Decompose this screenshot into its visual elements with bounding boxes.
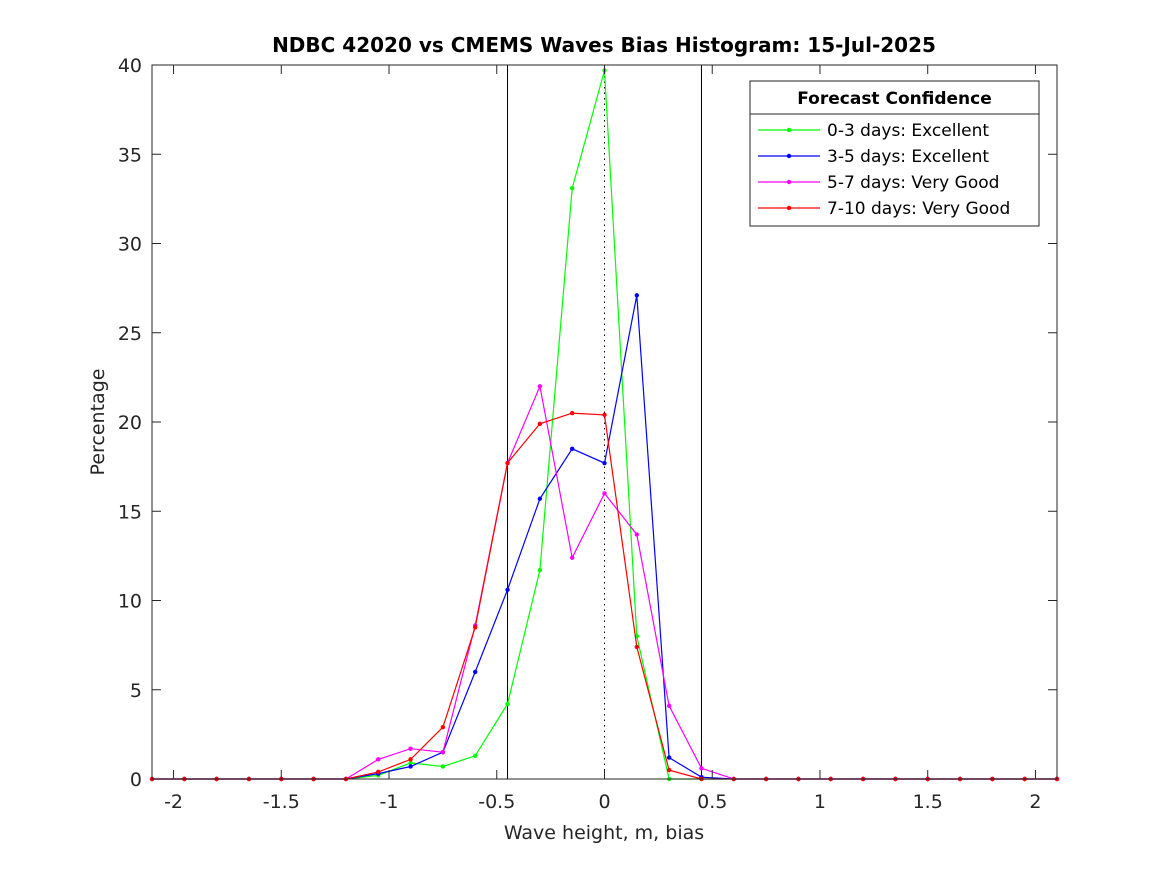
x-tick-label: -2 xyxy=(164,791,183,813)
data-point xyxy=(666,767,672,773)
y-tick-label: 35 xyxy=(118,144,142,166)
data-point xyxy=(505,701,510,707)
data-point xyxy=(569,185,575,191)
data-point xyxy=(634,644,640,650)
data-point xyxy=(569,555,575,560)
data-point xyxy=(537,384,543,389)
legend-entry-1: 3-5 days: Excellent xyxy=(758,147,989,167)
legend-label: 0-3 days: Excellent xyxy=(827,121,989,141)
x-tick-label: -0.5 xyxy=(478,791,515,813)
data-point xyxy=(666,703,672,709)
data-point xyxy=(376,769,381,775)
data-point xyxy=(408,746,413,751)
data-point xyxy=(440,750,446,755)
data-point xyxy=(569,446,575,451)
legend-swatch-marker xyxy=(786,205,792,211)
x-axis: -2 -1.5 -1 -0.5 0 0.5 1 1.5 2 xyxy=(164,65,1041,813)
x-tick-label: 1 xyxy=(814,791,826,813)
x-tick-label: 0.5 xyxy=(697,791,727,813)
x-tick-label: -1.5 xyxy=(263,791,300,813)
y-tick-label: 15 xyxy=(118,501,142,523)
legend-entry-2: 5-7 days: Very Good xyxy=(758,173,999,193)
legend: Forecast Confidence 0-3 days: Excellent 3… xyxy=(749,80,1040,227)
y-axis-label: Percentage xyxy=(87,369,109,476)
data-point xyxy=(602,460,607,466)
x-tick-label: 0 xyxy=(598,791,610,813)
data-point xyxy=(408,757,413,762)
data-point xyxy=(440,725,446,730)
legend-label: 3-5 days: Excellent xyxy=(827,147,989,167)
legend-swatch-marker xyxy=(786,153,792,159)
data-point xyxy=(408,764,413,769)
legend-entries: 0-3 days: Excellent 3-5 days: Excellent 5-… xyxy=(758,121,1010,219)
data-point xyxy=(699,766,704,771)
data-point xyxy=(408,760,413,766)
y-tick-label: 20 xyxy=(118,412,142,434)
x-tick-label: -1 xyxy=(380,791,399,813)
data-point xyxy=(537,496,543,501)
reference-lines xyxy=(507,65,702,779)
data-point xyxy=(602,412,607,418)
x-axis-label: Wave height, m, bias xyxy=(504,822,704,844)
y-tick-label: 10 xyxy=(118,591,142,613)
data-point xyxy=(537,567,543,573)
y-tick-label: 25 xyxy=(118,323,142,345)
data-point xyxy=(634,293,640,298)
legend-entry-3: 7-10 days: Very Good xyxy=(758,199,1010,219)
data-point xyxy=(376,757,381,762)
x-tick-label: 1.5 xyxy=(913,791,943,813)
data-point xyxy=(473,669,478,675)
data-point xyxy=(440,764,446,769)
data-point xyxy=(634,532,640,537)
chart-title: NDBC 42020 vs CMEMS Waves Bias Histogram… xyxy=(272,33,936,57)
data-point xyxy=(569,410,575,416)
y-tick-label: 5 xyxy=(130,680,142,702)
data-point xyxy=(666,755,672,760)
data-point xyxy=(473,625,478,630)
data-point xyxy=(602,491,607,496)
y-tick-label: 0 xyxy=(130,769,142,791)
data-point xyxy=(505,587,510,592)
y-axis: 0 5 10 15 20 25 30 35 40 xyxy=(118,55,1057,791)
y-tick-label: 40 xyxy=(118,55,142,77)
legend-label: 7-10 days: Very Good xyxy=(827,199,1010,219)
data-point xyxy=(505,460,510,466)
legend-label: 5-7 days: Very Good xyxy=(827,173,999,193)
legend-swatch-marker xyxy=(786,127,792,133)
legend-entry-0: 0-3 days: Excellent xyxy=(758,121,989,141)
data-point xyxy=(537,421,543,426)
legend-title: Forecast Confidence xyxy=(797,89,992,109)
data-point xyxy=(473,753,478,758)
legend-swatch-marker xyxy=(786,179,792,185)
x-tick-label: 2 xyxy=(1029,791,1041,813)
y-tick-label: 30 xyxy=(118,234,142,256)
legend-box xyxy=(749,80,1040,227)
